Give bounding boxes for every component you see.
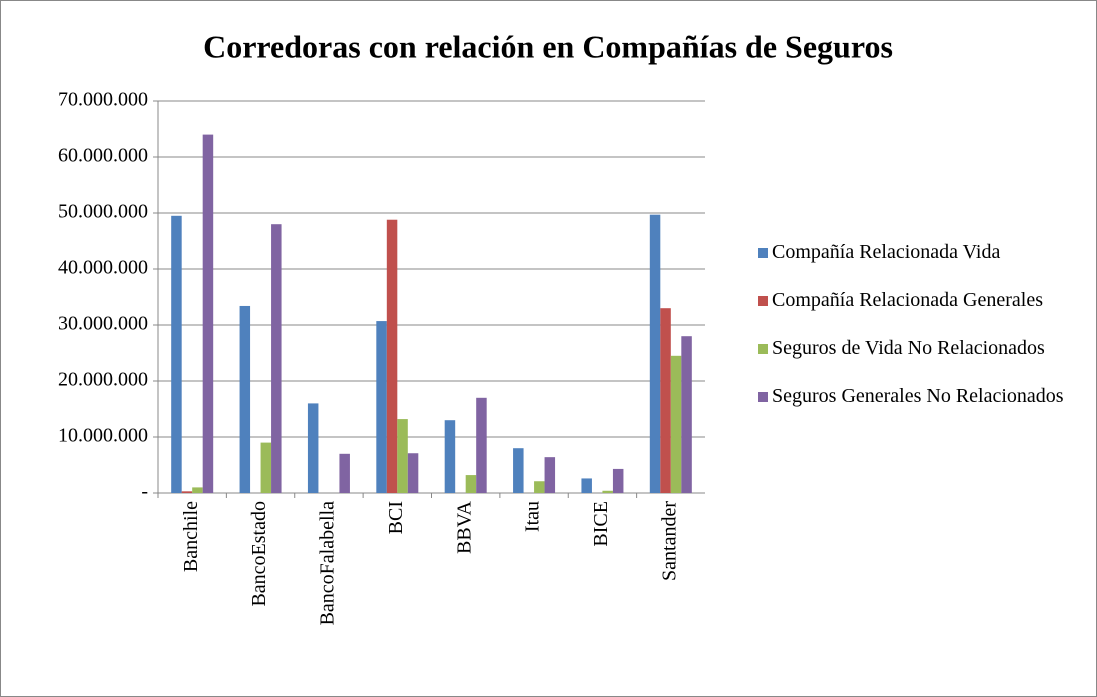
y-tick-label: -: [141, 481, 148, 503]
legend-label: Compañía Relacionada Generales: [772, 289, 1043, 311]
legend-label: Compañía Relacionada Vida: [772, 241, 1001, 263]
legend-swatch: [758, 344, 768, 354]
bar: [649, 214, 661, 493]
y-tick-label: 50.000.000: [58, 201, 148, 223]
bar: [660, 308, 671, 493]
bar: [670, 355, 682, 493]
bar: [544, 457, 556, 493]
legend-swatch: [758, 248, 768, 258]
y-tick-label: 20.000.000: [58, 369, 148, 391]
bar: [192, 487, 203, 493]
y-tick-label: 70.000.000: [58, 89, 148, 111]
legend-item: Compañía Relacionada Vida: [758, 238, 1088, 266]
bar: [339, 453, 350, 493]
legend-label: Seguros de Vida No Relacionados: [772, 337, 1045, 359]
legend-item: Seguros Generales No Relacionados: [758, 382, 1088, 410]
x-tick-label: BICE: [590, 501, 612, 547]
bar: [307, 403, 319, 493]
bar: [181, 491, 193, 493]
bar: [271, 224, 282, 493]
y-tick-label: 10.000.000: [58, 425, 148, 447]
legend-swatch: [758, 392, 768, 402]
x-tick-label: Itau: [522, 501, 544, 532]
bar: [202, 134, 214, 493]
y-tick-label: 30.000.000: [58, 313, 148, 335]
x-tick-label: Banchile: [180, 501, 202, 572]
bar: [465, 475, 477, 493]
bar: [444, 420, 456, 493]
y-tick-label: 40.000.000: [58, 257, 148, 279]
x-tick-label: BCI: [385, 501, 407, 534]
legend-item: Compañía Relacionada Generales: [758, 286, 1088, 314]
bar: [386, 219, 398, 493]
bar: [376, 321, 387, 493]
legend-swatch: [758, 296, 768, 306]
bar: [602, 490, 613, 493]
bar: [581, 478, 592, 493]
bar: [612, 468, 624, 493]
bar: [476, 397, 487, 493]
bar: [681, 336, 692, 493]
chart-title: Corredoras con relación en Compañías de …: [203, 28, 893, 64]
legend: Compañía Relacionada Vida Compañía Relaci…: [758, 238, 1088, 430]
x-tick-label: BancoEstado: [248, 501, 270, 607]
bar: [239, 305, 251, 493]
bar: [171, 215, 182, 494]
bar: [534, 481, 545, 493]
y-tick-label: 60.000.000: [58, 145, 148, 167]
bar: [407, 453, 419, 493]
x-tick-label: BBVA: [453, 500, 475, 554]
bar: [397, 419, 408, 493]
x-tick-label: BancoFalabella: [317, 501, 339, 626]
x-tick-label: Santander: [658, 501, 680, 581]
bar: [513, 448, 524, 493]
legend-item: Seguros de Vida No Relacionados: [758, 334, 1088, 362]
legend-label: Seguros Generales No Relacionados: [772, 385, 1064, 407]
bar: [260, 442, 272, 493]
